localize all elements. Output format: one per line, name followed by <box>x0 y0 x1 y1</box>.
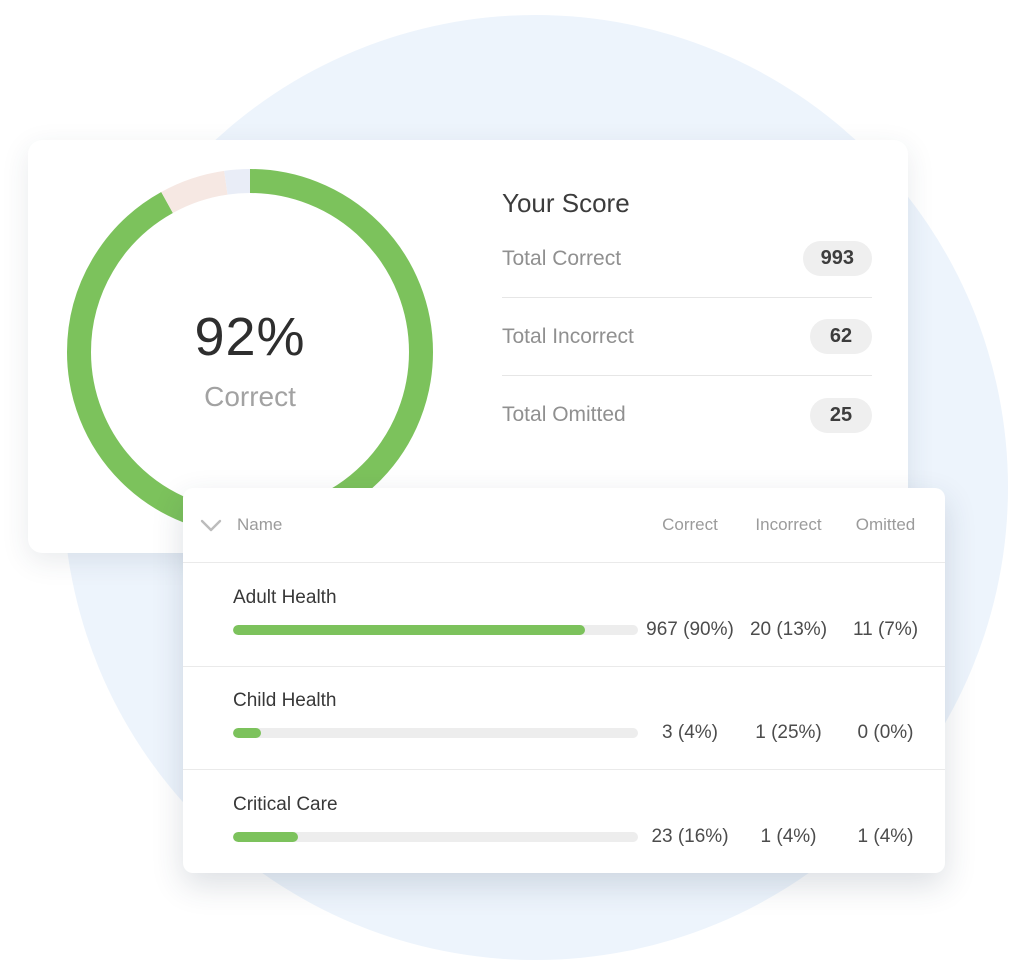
progress-bar-fill <box>233 728 262 739</box>
subject-name-bar-cell: Adult Health <box>200 587 640 635</box>
progress-bar <box>233 624 638 635</box>
correct-value: 3 (4%) <box>662 722 718 744</box>
stat-value-badge: 25 <box>810 397 872 433</box>
subject-name: Critical Care <box>233 794 338 816</box>
subject-name-bar-cell: Critical Care <box>200 794 640 843</box>
stat-value-badge: 993 <box>802 241 872 276</box>
progress-bar <box>233 728 638 739</box>
chevron-down-icon[interactable] <box>200 519 222 532</box>
score-detail-panel: Your Score Total Correct 993 Total Incor… <box>502 188 872 454</box>
stat-row-total-incorrect: Total Incorrect 62 <box>502 298 872 376</box>
omitted-value: 1 (4%) <box>857 826 914 848</box>
subject-name: Child Health <box>233 690 337 712</box>
stat-label: Total Correct <box>502 246 622 270</box>
progress-bar-fill <box>233 624 586 635</box>
stat-value-badge: 62 <box>810 319 872 354</box>
score-donut-chart: 92% Correct <box>65 167 435 537</box>
stat-row-total-omitted: Total Omitted 25 <box>502 376 872 454</box>
stat-label: Total Omitted <box>502 403 626 426</box>
donut-segment-omitted <box>67 169 433 535</box>
progress-bar-fill <box>233 832 298 843</box>
stat-label: Total Incorrect <box>502 324 634 348</box>
progress-bar <box>233 832 638 843</box>
score-title: Your Score <box>502 188 630 218</box>
omitted-value: 0 (0%) <box>857 722 914 744</box>
stat-row-total-correct: Total Correct 993 <box>502 220 872 298</box>
correct-value: 967 (90%) <box>646 618 734 640</box>
column-header-name: Name <box>237 515 283 534</box>
table-header-row: Name Correct Incorrect Omitted <box>183 488 945 563</box>
column-header-omitted: Omitted <box>855 515 916 534</box>
incorrect-value: 1 (4%) <box>760 826 817 848</box>
subject-breakdown-card: Name Correct Incorrect Omitted Adult Hea… <box>183 488 945 873</box>
table-header-name-cell: Name <box>200 515 640 535</box>
incorrect-value: 1 (25%) <box>755 722 822 744</box>
table-row: Adult Health 967 (90%) 20 (13%) 11 (7%) <box>183 563 945 666</box>
donut-svg <box>67 169 433 535</box>
donut-segment-correct <box>67 169 433 535</box>
subject-name: Adult Health <box>233 586 337 608</box>
table-row: Child Health 3 (4%) 1 (25%) 0 (0%) <box>183 665 945 770</box>
omitted-value: 11 (7%) <box>852 618 919 640</box>
table-row: Critical Care 23 (16%) 1 (4%) 1 (4%) <box>183 769 945 873</box>
incorrect-value: 20 (13%) <box>749 618 828 640</box>
column-header-incorrect: Incorrect <box>755 515 822 534</box>
column-header-correct: Correct <box>662 515 718 534</box>
subject-name-bar-cell: Child Health <box>200 690 640 739</box>
correct-value: 23 (16%) <box>651 826 729 848</box>
